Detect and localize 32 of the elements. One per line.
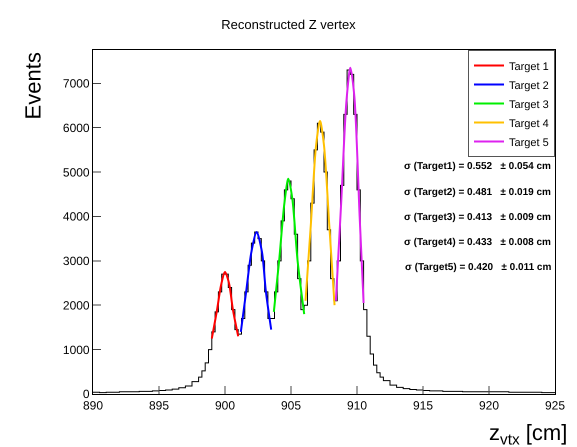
annotation: σ (Target1) = 0.552 ± 0.054 cm bbox=[404, 161, 552, 172]
legend-label: Target 3 bbox=[509, 98, 549, 111]
chart-title: Reconstructed Z vertex bbox=[221, 17, 356, 32]
x-axis-title: z$_{vtx}$ [cm] bbox=[489, 420, 568, 447]
x-tick-label: 925 bbox=[544, 398, 566, 412]
y-tick-label: 2000 bbox=[62, 298, 90, 312]
y-tick-label: 3000 bbox=[62, 254, 90, 268]
annotation: σ (Target5) = 0.420 ± 0.011 cm bbox=[405, 262, 552, 273]
legend-label: Target 1 bbox=[509, 60, 549, 73]
x-tick-label: 900 bbox=[214, 398, 236, 412]
annotation: σ (Target2) = 0.481 ± 0.019 cm bbox=[404, 187, 552, 198]
x-tick-label: 920 bbox=[478, 398, 500, 412]
y-tick-label: 4000 bbox=[62, 210, 90, 224]
line-series bbox=[210, 270, 240, 340]
y-tick-label: 5000 bbox=[62, 165, 90, 180]
legend-label: Target 4 bbox=[509, 118, 549, 130]
annotation: σ (Target3) = 0.413 ± 0.009 cm bbox=[404, 212, 552, 223]
line-series bbox=[240, 230, 272, 333]
legend-label: Target 2 bbox=[509, 80, 549, 92]
line-series bbox=[334, 66, 365, 304]
y-tick-label: 6000 bbox=[62, 120, 90, 135]
x-tick-label: 905 bbox=[280, 398, 302, 412]
line-series bbox=[304, 120, 336, 306]
y-axis-title: Events bbox=[20, 52, 46, 120]
x-tick-label: 895 bbox=[148, 398, 170, 412]
line-series bbox=[272, 178, 306, 316]
x-tick-label: 910 bbox=[346, 398, 368, 412]
y-tick-label: 1000 bbox=[62, 342, 90, 357]
x-tick-label: 915 bbox=[412, 398, 434, 412]
y-tick-label: 7000 bbox=[62, 76, 90, 90]
legend-label: Target 5 bbox=[509, 136, 549, 149]
annotation: σ (Target4) = 0.433 ± 0.008 cm bbox=[404, 237, 552, 248]
